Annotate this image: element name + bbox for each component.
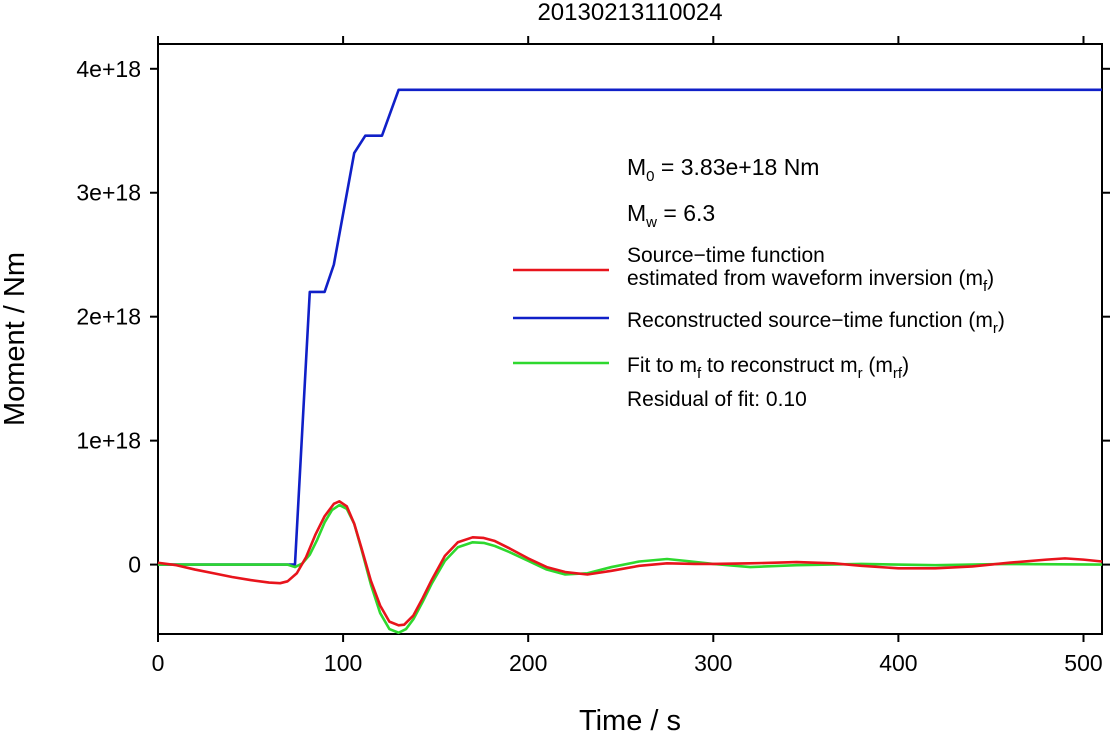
annotation-m0: M0 = 3.83e+18 Nm [627,154,819,185]
legend-label-0: Source−time function [627,244,825,267]
legend-label-2: Fit to mf to reconstruct mr (mrf) [627,354,909,382]
y-tick-label: 2e+18 [76,304,141,330]
x-tick-label: 500 [1064,650,1102,676]
x-tick-label: 400 [879,650,917,676]
y-axis-title: Moment / Nm [0,252,31,426]
y-tick-label: 0 [128,552,141,578]
series-layer [157,88,1103,635]
y-tick-label: 1e+18 [76,428,141,454]
legend-label-0: estimated from waveform inversion (mf) [627,267,994,295]
x-tick-label: 0 [152,650,165,676]
plot-frame [157,43,1103,635]
y-tick-label: 3e+18 [76,180,141,206]
chart-title: 20130213110024 [537,0,722,26]
axis-ticks: 0 100 200 300 400 500 0 1e+18 2e+18 3e+18 4e+18 [76,36,1110,676]
series-line-1 [158,88,1102,566]
series-line-2 [158,503,1103,635]
x-tick-label: 200 [509,650,547,676]
x-axis-title: Time / s [579,705,681,734]
y-tick-label: 4e+18 [76,56,141,82]
annotation-residual: Residual of fit: 0.10 [627,388,807,411]
series-line-0 [157,500,1103,627]
x-tick-label: 300 [694,650,732,676]
annotations: M0 = 3.83e+18 Nm Mw = 6.3 Residual of fit:… [627,154,819,411]
annotation-mw: Mw = 6.3 [627,200,715,231]
x-tick-label: 100 [324,650,362,676]
legend-label-1: Reconstructed source−time function (mr) [627,309,1005,337]
